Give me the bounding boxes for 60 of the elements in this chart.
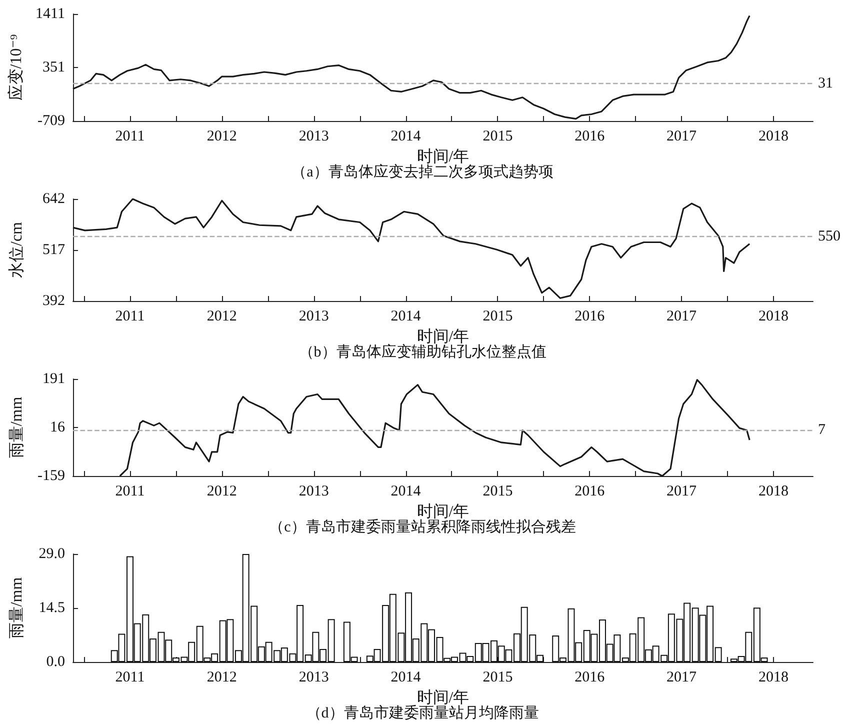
x-tick-label: 2011 [115, 484, 145, 500]
x-axis-title: 时间/年 [416, 148, 470, 166]
y-tick-label: 392 [42, 293, 65, 309]
y-axis-title: 水位/cm [8, 221, 26, 278]
y-axis-title: 应变/10⁻⁹ [7, 34, 26, 101]
x-tick-label: 2014 [390, 484, 422, 500]
x-tick-label: 2016 [574, 308, 606, 324]
x-tick-label: 2017 [666, 670, 698, 686]
x-tick-label: 2013 [298, 484, 329, 500]
y-axis-title: 雨量/mm [8, 576, 26, 639]
x-tick-label: 2016 [574, 670, 606, 686]
ref-line-label: 7 [818, 422, 826, 438]
x-tick-label: 2017 [666, 484, 698, 500]
y-tick-label: 517 [42, 242, 66, 258]
y-tick-label: 14.5 [38, 600, 65, 616]
x-tick-label: 2017 [666, 128, 698, 144]
y-tick-label: 0.0 [46, 654, 65, 670]
x-axis-title: 时间/年 [416, 688, 470, 706]
ref-line-label: 550 [818, 228, 840, 245]
x-tick-label: 2016 [574, 128, 606, 144]
y-tick-label: 351 [42, 60, 65, 76]
x-tick-label: 2018 [758, 670, 788, 686]
x-tick-label: 2015 [482, 484, 513, 500]
y-tick-label: -159 [38, 468, 65, 484]
x-axis-title: 时间/年 [416, 502, 470, 520]
x-tick-label: 2015 [482, 128, 513, 144]
x-tick-label: 2012 [206, 308, 237, 324]
x-tick-label: 2013 [298, 670, 329, 686]
x-tick-label: 2015 [482, 670, 513, 686]
x-tick-label: 2013 [298, 128, 329, 144]
y-tick-label: 191 [42, 371, 65, 387]
x-tick-label: 2011 [115, 128, 145, 144]
x-tick-label: 2018 [758, 128, 788, 144]
y-tick-label: 29.0 [38, 546, 65, 562]
x-tick-label: 2014 [390, 308, 422, 324]
text: （b）青岛体应变辅助钻孔水位整点值 [298, 344, 546, 360]
x-tick-label: 2012 [206, 670, 237, 686]
text: （a）青岛体应变去掉二次多项式趋势项 [292, 164, 554, 180]
x-tick-label: 2012 [206, 128, 237, 144]
y-tick-label: 16 [50, 420, 66, 436]
x-tick-label: 2018 [758, 484, 788, 500]
x-tick-label: 2011 [115, 308, 145, 324]
x-tick-label: 2012 [206, 484, 237, 500]
x-tick-label: 2014 [390, 128, 422, 144]
x-tick-label: 2013 [298, 308, 329, 324]
x-tick-label: 2016 [574, 484, 606, 500]
text: （d）青岛市建委雨量站月均降雨量 [306, 704, 539, 722]
line-series [72, 198, 750, 299]
y-tick-label: -709 [38, 113, 65, 129]
y-tick-label: 1411 [36, 6, 65, 22]
x-axis-title: 时间/年 [416, 328, 470, 346]
text: （c）青岛市建委雨量站累积降雨线性拟合残差 [269, 518, 576, 536]
x-tick-label: 2017 [666, 308, 698, 324]
x-tick-label: 2014 [390, 670, 422, 686]
x-tick-label: 2018 [758, 308, 788, 324]
ref-line-label: 31 [818, 76, 833, 92]
x-tick-label: 2011 [115, 670, 145, 686]
x-tick-label: 2015 [482, 308, 513, 324]
y-axis-title: 雨量/mm [8, 396, 26, 458]
y-tick-label: 642 [42, 191, 65, 207]
